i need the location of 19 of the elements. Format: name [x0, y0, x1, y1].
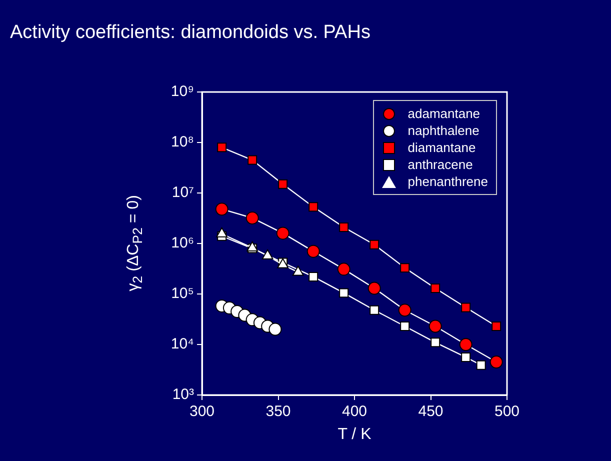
y-tick-label: 10⁴: [170, 336, 194, 353]
y-tick-label: 10³: [172, 386, 194, 404]
y-tick-label: 10⁹: [170, 83, 194, 100]
legend-label: diamantane: [408, 139, 476, 156]
y-tick-label: 10⁸: [170, 134, 194, 151]
x-tick-label: 500: [494, 403, 520, 420]
legend-label: phenanthrene: [408, 173, 488, 190]
chart-title: Activity coefficients: diamondoids vs. PAHs: [10, 22, 370, 44]
x-tick-label: 300: [189, 403, 215, 420]
y-tick-label: 10⁵: [171, 285, 194, 302]
y-tick-label: 10⁷: [172, 184, 194, 202]
legend-label: anthracene: [408, 156, 473, 173]
legend-label: naphthalene: [408, 122, 480, 139]
x-tick-label: 350: [266, 403, 291, 420]
x-tick-label: 450: [418, 403, 444, 420]
y-tick-label: 10⁶: [171, 234, 194, 252]
legend-label: adamantane: [408, 105, 480, 122]
x-axis-title: T / K: [336, 426, 372, 444]
x-tick-label: 400: [342, 403, 368, 420]
